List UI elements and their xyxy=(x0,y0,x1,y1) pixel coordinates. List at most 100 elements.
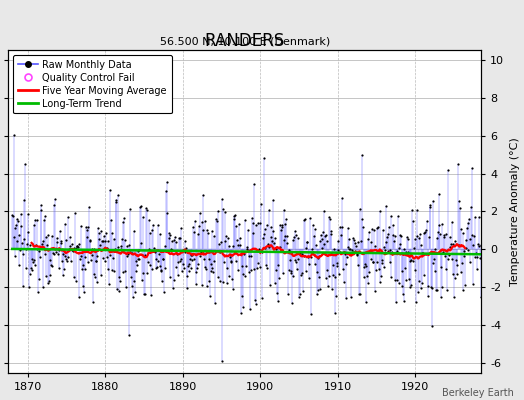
Point xyxy=(232,257,240,264)
Point xyxy=(310,233,318,240)
Point xyxy=(184,263,192,270)
Point xyxy=(48,262,57,269)
Point xyxy=(373,259,381,266)
Point xyxy=(440,234,448,240)
Point xyxy=(268,238,276,245)
Point xyxy=(473,254,481,260)
Point xyxy=(96,228,105,234)
Point xyxy=(66,234,74,241)
Point xyxy=(165,230,173,236)
Point xyxy=(94,225,102,231)
Point xyxy=(191,281,200,288)
Point xyxy=(238,270,247,277)
Point xyxy=(357,237,365,244)
Point xyxy=(98,238,106,244)
Point xyxy=(374,224,382,231)
Point xyxy=(204,256,213,262)
Point xyxy=(387,274,395,280)
Point xyxy=(190,256,199,262)
Point xyxy=(109,255,117,262)
Point xyxy=(114,244,123,251)
Point xyxy=(25,284,33,290)
Point xyxy=(367,256,376,262)
Point xyxy=(100,233,108,239)
Point xyxy=(344,244,352,251)
Point xyxy=(31,262,40,268)
Point xyxy=(398,268,406,274)
Point xyxy=(115,274,123,280)
Point xyxy=(246,267,255,274)
Point xyxy=(360,264,368,270)
Point xyxy=(95,236,103,242)
Point xyxy=(101,238,109,244)
Point xyxy=(135,246,143,253)
Point xyxy=(217,239,225,245)
Point xyxy=(79,283,87,289)
Point xyxy=(81,254,90,260)
Point xyxy=(63,258,71,264)
Point xyxy=(260,226,269,232)
Point xyxy=(388,249,396,255)
Point xyxy=(303,238,311,245)
Point xyxy=(224,273,233,280)
Point xyxy=(307,310,315,317)
Point xyxy=(155,251,163,257)
Point xyxy=(52,249,60,255)
Point xyxy=(320,208,328,214)
Point xyxy=(15,232,23,239)
Point xyxy=(399,291,407,298)
Point xyxy=(280,207,288,214)
Point xyxy=(168,238,176,244)
Point xyxy=(203,283,212,289)
Point xyxy=(56,228,64,234)
Point xyxy=(63,253,72,260)
Point xyxy=(332,293,340,300)
Point xyxy=(316,237,324,244)
Point xyxy=(322,232,331,238)
Point xyxy=(121,268,129,274)
Point xyxy=(225,242,234,249)
Point xyxy=(378,256,387,263)
Point xyxy=(38,283,47,290)
Point xyxy=(471,214,479,221)
Point xyxy=(13,238,21,244)
Point xyxy=(330,246,338,252)
Point xyxy=(385,246,394,253)
Point xyxy=(67,258,75,265)
Point xyxy=(230,216,238,222)
Point xyxy=(254,220,262,226)
Point xyxy=(111,246,119,252)
Point xyxy=(174,234,183,241)
Point xyxy=(161,243,170,249)
Point xyxy=(32,216,41,223)
Point xyxy=(407,256,415,263)
Point xyxy=(396,232,404,239)
Point xyxy=(449,241,457,247)
Point xyxy=(141,291,149,298)
Point xyxy=(138,214,147,220)
Point xyxy=(99,238,107,244)
Point xyxy=(329,272,337,278)
Point xyxy=(367,239,375,246)
Point xyxy=(173,250,181,257)
Point xyxy=(70,245,79,252)
Point xyxy=(403,249,412,256)
Point xyxy=(478,280,487,286)
Point xyxy=(383,234,391,240)
Point xyxy=(365,228,374,235)
Point xyxy=(188,257,196,263)
Point xyxy=(348,234,357,241)
Point xyxy=(452,257,460,264)
Point xyxy=(51,246,60,252)
Point xyxy=(233,237,241,244)
Point xyxy=(162,179,171,185)
Point xyxy=(381,239,390,246)
Point xyxy=(326,228,335,234)
Point xyxy=(236,235,245,242)
Point xyxy=(313,254,322,261)
Point xyxy=(138,277,146,283)
Point xyxy=(168,247,177,254)
Point xyxy=(423,283,432,289)
Point xyxy=(17,210,26,217)
Point xyxy=(321,233,329,239)
